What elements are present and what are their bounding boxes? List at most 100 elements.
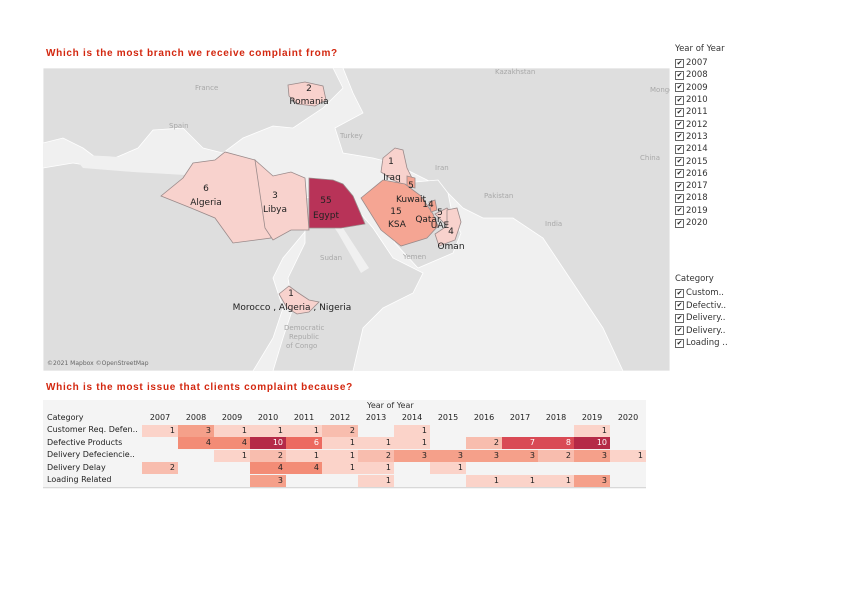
heatmap-cell[interactable]: 2 [466, 437, 502, 449]
heatmap-cell[interactable]: 10 [250, 437, 286, 449]
heatmap-cell[interactable]: 3 [430, 449, 466, 462]
category-filter-item[interactable]: ✔ Defectiv.. [675, 300, 745, 313]
heatmap-cell[interactable]: 3 [250, 474, 286, 487]
category-filter-item[interactable]: ✔ Delivery.. [675, 312, 745, 325]
year-filter-item[interactable]: ✔ 2018 [675, 192, 745, 204]
year-filter-item[interactable]: ✔ 2016 [675, 168, 745, 180]
basemap-label-drc-3: of Congo [286, 342, 317, 350]
checkbox-checked-icon[interactable]: ✔ [675, 95, 684, 105]
checkbox-checked-icon[interactable]: ✔ [675, 301, 684, 311]
map-canvas[interactable]: France Spain Turkey Iran Kazakhstan Mong… [43, 68, 670, 371]
heatmap-cell[interactable]: 4 [250, 462, 286, 474]
heatmap-cell[interactable]: 1 [286, 424, 322, 437]
heatmap-cell[interactable]: 4 [286, 462, 322, 474]
heatmap-cell[interactable]: 1 [610, 449, 646, 462]
year-filter-item[interactable]: ✔ 2011 [675, 106, 745, 118]
heatmap-cell[interactable]: 10 [574, 437, 610, 449]
year-filter-item[interactable]: ✔ 2010 [675, 94, 745, 106]
heatmap-cell[interactable]: 1 [214, 449, 250, 462]
heatmap-cell[interactable]: 1 [250, 424, 286, 437]
year-filter-item[interactable]: ✔ 2017 [675, 180, 745, 192]
category-filter-item[interactable]: ✔ Delivery.. [675, 325, 745, 338]
heatmap-cell[interactable]: 3 [394, 449, 430, 462]
region-kuwait[interactable] [406, 175, 416, 189]
heatmap-cell[interactable]: 2 [142, 462, 178, 474]
category-filter-item[interactable]: ✔ Loading .. [675, 337, 745, 350]
year-filter-item[interactable]: ✔ 2012 [675, 118, 745, 130]
heatmap-cell[interactable]: 1 [322, 437, 358, 449]
checkbox-checked-icon[interactable]: ✔ [675, 193, 684, 203]
heatmap-cell[interactable]: 1 [358, 462, 394, 474]
heatmap-cell[interactable]: 2 [358, 449, 394, 462]
heatmap-cell[interactable]: 8 [538, 437, 574, 449]
complaints-map[interactable]: France Spain Turkey Iran Kazakhstan Mong… [43, 68, 670, 371]
heatmap-cell[interactable]: 1 [538, 474, 574, 487]
checkbox-checked-icon[interactable]: ✔ [675, 288, 684, 298]
heatmap-cell[interactable]: 1 [214, 424, 250, 437]
heatmap-cell[interactable]: 2 [322, 424, 358, 437]
heatmap-cell[interactable]: 4 [178, 437, 214, 449]
year-filter-item[interactable]: ✔ 2007 [675, 57, 745, 69]
checkbox-checked-icon[interactable]: ✔ [675, 83, 684, 93]
region-name-morocco-algeria-nigeria: Morocco , Algeria , Nigeria [233, 303, 352, 313]
heatmap-cell[interactable]: 7 [502, 437, 538, 449]
checkbox-checked-icon[interactable]: ✔ [675, 218, 684, 228]
checkbox-checked-icon[interactable]: ✔ [675, 144, 684, 154]
heatmap-cell[interactable]: 3 [574, 474, 610, 487]
checkbox-checked-icon[interactable]: ✔ [675, 70, 684, 80]
checkbox-checked-icon[interactable]: ✔ [675, 107, 684, 117]
heatmap-cell[interactable]: 6 [286, 437, 322, 449]
heatmap-cell[interactable]: 3 [466, 449, 502, 462]
heatmap-cell[interactable]: 1 [142, 424, 178, 437]
year-filter-item[interactable]: ✔ 2009 [675, 82, 745, 94]
region-count-oman: 4 [448, 227, 454, 237]
year-filter-item[interactable]: ✔ 2008 [675, 69, 745, 81]
category-filter-item[interactable]: ✔ Custom.. [675, 287, 745, 300]
year-filter-item[interactable]: ✔ 2019 [675, 205, 745, 217]
checkbox-checked-icon[interactable]: ✔ [675, 181, 684, 191]
heatmap-cell[interactable]: 3 [178, 424, 214, 437]
region-egypt[interactable] [308, 177, 366, 229]
heatmap-cell[interactable]: 2 [250, 449, 286, 462]
heatmap-cell[interactable]: 1 [394, 437, 430, 449]
region-ksa[interactable] [360, 179, 439, 247]
checkbox-checked-icon[interactable]: ✔ [675, 157, 684, 167]
heatmap-cell[interactable]: 3 [502, 449, 538, 462]
region-libya[interactable] [254, 158, 310, 241]
checkbox-checked-icon[interactable]: ✔ [675, 169, 684, 179]
heatmap-cell[interactable]: 1 [322, 462, 358, 474]
checkbox-checked-icon[interactable]: ✔ [675, 326, 684, 336]
heatmap-cell[interactable]: 1 [502, 474, 538, 487]
heatmap-cell[interactable]: 1 [286, 449, 322, 462]
checkbox-checked-icon[interactable]: ✔ [675, 338, 684, 348]
heatmap-cell[interactable]: 1 [430, 462, 466, 474]
heatmap-cell[interactable]: 3 [574, 449, 610, 462]
year-filter-label: 2012 [686, 119, 708, 130]
heatmap-cell[interactable]: 1 [394, 424, 430, 437]
region-romania[interactable] [287, 81, 327, 107]
region-oman[interactable] [434, 207, 462, 247]
checkbox-checked-icon[interactable]: ✔ [675, 120, 684, 130]
region-qatar[interactable] [428, 199, 438, 213]
region-name-egypt: Egypt [313, 211, 339, 221]
checkbox-checked-icon[interactable]: ✔ [675, 206, 684, 216]
heatmap-column-group-label: Year of Year [367, 401, 414, 410]
checkbox-checked-icon[interactable]: ✔ [675, 313, 684, 323]
heatmap-year-header: 2016 [473, 413, 495, 422]
region-morocco-algeria-nigeria[interactable] [278, 285, 320, 315]
year-filter-item[interactable]: ✔ 2020 [675, 217, 745, 229]
year-filter-item[interactable]: ✔ 2013 [675, 131, 745, 143]
heatmap-cell[interactable]: 1 [358, 437, 394, 449]
checkbox-checked-icon[interactable]: ✔ [675, 132, 684, 142]
category-filter-label: Custom.. [686, 288, 724, 299]
heatmap-cell[interactable]: 1 [574, 424, 610, 437]
heatmap-cell[interactable]: 2 [538, 449, 574, 462]
year-filter-item[interactable]: ✔ 2015 [675, 155, 745, 167]
year-filter-item[interactable]: ✔ 2014 [675, 143, 745, 155]
heatmap-cell[interactable]: 1 [322, 449, 358, 462]
heatmap-cell[interactable]: 4 [214, 437, 250, 449]
year-filter-label: 2018 [686, 193, 708, 204]
heatmap-cell[interactable]: 1 [358, 474, 394, 487]
checkbox-checked-icon[interactable]: ✔ [675, 58, 684, 68]
heatmap-cell[interactable]: 1 [466, 474, 502, 487]
